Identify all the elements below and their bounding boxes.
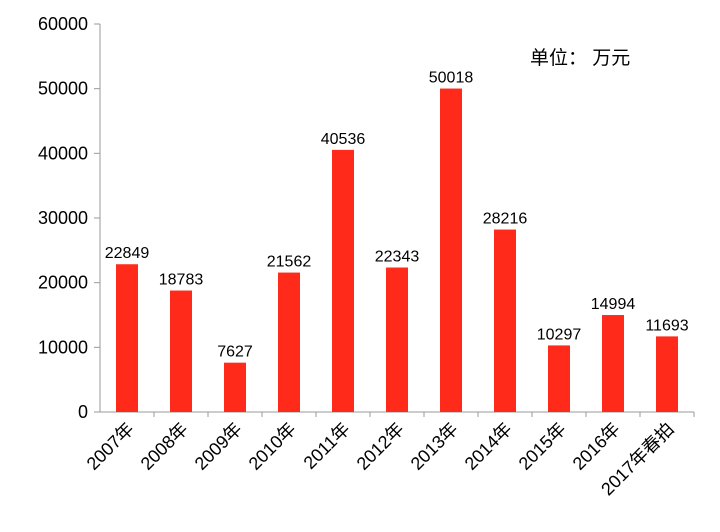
y-tick-label: 0: [78, 402, 88, 422]
x-tick-label: 2014年: [461, 419, 516, 474]
unit-label: 单位： 万元: [530, 47, 630, 69]
x-tick-label: 2008年: [137, 419, 192, 474]
y-tick-label: 10000: [38, 337, 88, 357]
data-label: 21562: [267, 254, 312, 271]
y-tick-label: 60000: [38, 14, 88, 34]
bars-group: [116, 88, 678, 413]
x-tick-label: 2011年: [300, 419, 354, 473]
x-tick-label: 2012年: [353, 419, 408, 474]
data-label: 28216: [483, 211, 528, 228]
x-tick-label: 2009年: [191, 419, 246, 474]
data-label: 50018: [429, 70, 474, 87]
data-label: 22343: [375, 249, 420, 266]
bar: [656, 336, 678, 412]
y-tick-label: 20000: [38, 273, 88, 293]
y-tick-label: 40000: [38, 143, 88, 163]
data-label: 22849: [105, 245, 150, 262]
data-label: 18783: [159, 272, 204, 289]
bar: [278, 272, 300, 412]
data-labels-group: 22849 18783 7627 21562 40536 22343 50018 28216 1…: [105, 70, 689, 361]
y-axis-ticks: 0 10000 20000 30000 40000 50000 60000: [38, 14, 100, 422]
bar: [548, 345, 570, 412]
bar: [332, 149, 354, 413]
x-tick-label: 2010年: [245, 419, 300, 474]
bar: [116, 264, 138, 412]
x-tick-label: 2007年: [83, 419, 138, 474]
data-label: 40536: [321, 131, 366, 148]
data-label: 7627: [217, 344, 253, 361]
bar: [440, 88, 462, 413]
bar: [602, 315, 624, 412]
x-tick-label: 2015年: [515, 419, 570, 474]
x-tick-label: 2013年: [407, 419, 462, 474]
data-label: 10297: [537, 326, 582, 343]
bar: [224, 362, 246, 412]
bar: [494, 229, 516, 412]
bar: [386, 267, 408, 412]
bar: [170, 290, 192, 412]
data-label: 11693: [645, 317, 688, 334]
y-tick-label: 50000: [38, 79, 88, 99]
y-tick-label: 30000: [38, 208, 88, 228]
data-label: 14994: [591, 296, 636, 313]
